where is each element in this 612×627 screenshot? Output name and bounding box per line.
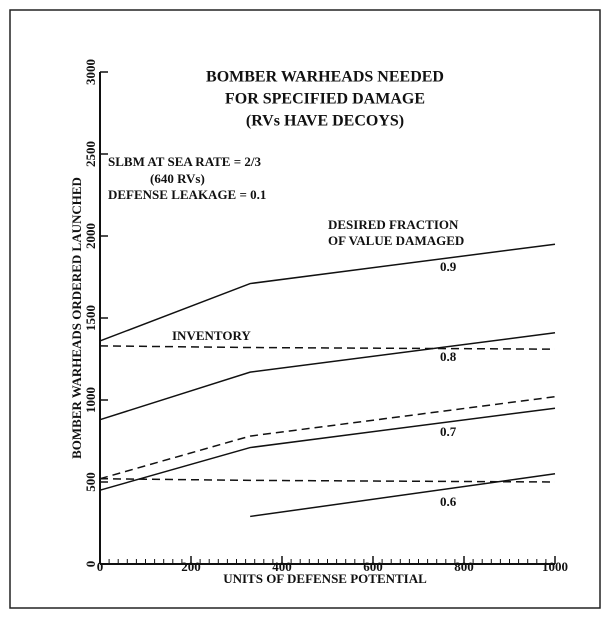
- annotation: DESIRED FRACTION: [328, 217, 459, 232]
- line: [99, 345, 556, 350]
- y-tick-label: 0: [83, 561, 98, 568]
- line: [99, 407, 556, 491]
- series-label: 0.9: [440, 259, 457, 274]
- series-label: 0.7: [440, 424, 457, 439]
- y-tick-label: 1500: [83, 305, 98, 331]
- line: [99, 332, 556, 421]
- x-tick-label: 200: [181, 559, 201, 574]
- y-tick-label: 2500: [83, 141, 98, 167]
- y-tick-label: 3000: [83, 59, 98, 85]
- chart-title: BOMBER WARHEADS NEEDED: [206, 69, 444, 86]
- series-label: 0.6: [440, 494, 457, 509]
- x-tick-label: 800: [454, 559, 474, 574]
- line: [250, 473, 556, 518]
- y-axis-label: BOMBER WARHEADS ORDERED LAUNCHED: [69, 177, 84, 459]
- x-tick-label: 1000: [542, 559, 568, 574]
- annotation: SLBM AT SEA RATE = 2/3: [108, 154, 261, 169]
- annotation: DEFENSE LEAKAGE = 0.1: [108, 187, 266, 202]
- line: [99, 395, 556, 480]
- line: [99, 243, 556, 342]
- line: [99, 477, 556, 483]
- x-tick-label: 400: [272, 559, 292, 574]
- x-tick-label: 600: [363, 559, 383, 574]
- annotation: OF VALUE DAMAGED: [328, 233, 464, 248]
- y-tick-label: 1000: [83, 387, 98, 413]
- series-label: 0.8: [440, 349, 457, 364]
- series-label: INVENTORY: [172, 328, 251, 343]
- annotation: (640 RVs): [150, 171, 205, 186]
- chart-title: (RVs HAVE DECOYS): [246, 113, 404, 130]
- chart-title: FOR SPECIFIED DAMAGE: [225, 91, 425, 108]
- x-tick-label: 0: [97, 559, 104, 574]
- x-axis-label: UNITS OF DEFENSE POTENTIAL: [223, 571, 427, 586]
- y-tick-label: 2000: [83, 223, 98, 249]
- y-tick-label: 500: [83, 472, 98, 492]
- frame: [9, 9, 601, 609]
